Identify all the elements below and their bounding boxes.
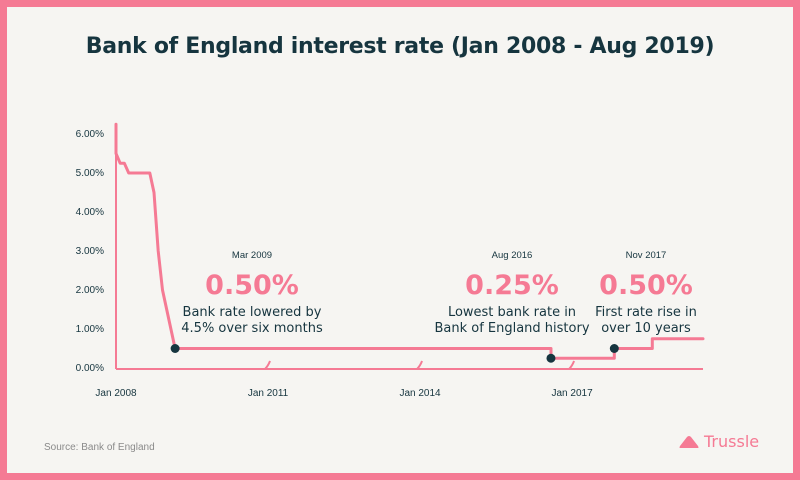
trussle-logo-icon — [679, 435, 699, 448]
x-tick-label: Jan 2011 — [248, 388, 289, 399]
brand-logo: Trussle — [678, 432, 759, 451]
annotation-text: First rate rise in — [595, 305, 697, 320]
brand-name: Trussle — [704, 432, 760, 451]
annotation-text: Bank of England history — [434, 321, 589, 336]
x-tick-label: Jan 2014 — [399, 388, 441, 399]
y-tick-label: 1.00% — [76, 324, 104, 335]
source-note: Source: Bank of England — [44, 442, 155, 453]
annotation-text: Bank rate lowered by — [183, 305, 322, 320]
x-tick-mark — [264, 360, 271, 370]
annotation-text: 4.5% over six months — [181, 321, 323, 336]
annotation-value: 0.50% — [205, 270, 299, 301]
annotation-text: Lowest bank rate in — [448, 305, 576, 320]
annotation-marker — [170, 344, 180, 353]
annotation-value: 0.50% — [599, 270, 693, 301]
y-tick-label: 2.00% — [76, 285, 104, 296]
y-tick-label: 0.00% — [76, 363, 104, 374]
x-tick-label: Jan 2017 — [552, 388, 594, 399]
x-tick-mark — [568, 360, 576, 370]
annotation-date: Aug 2016 — [492, 250, 533, 261]
y-tick-label: 5.00% — [76, 168, 104, 179]
annotation-marker — [609, 344, 619, 353]
annotation-marker — [546, 353, 556, 363]
annotation-date: Nov 2017 — [626, 250, 667, 261]
x-tick-label: Jan 2008 — [95, 388, 137, 399]
y-tick-label: 3.00% — [76, 246, 104, 257]
y-tick-label: 6.00% — [76, 129, 104, 140]
chart-title: Bank of England interest rate (Jan 2008 … — [85, 34, 715, 59]
y-tick-label: 4.00% — [76, 207, 104, 218]
annotation-value: 0.25% — [465, 270, 559, 301]
annotation-text: over 10 years — [601, 321, 691, 336]
annotation-date: Mar 2009 — [232, 250, 272, 261]
x-tick-mark — [416, 360, 423, 370]
